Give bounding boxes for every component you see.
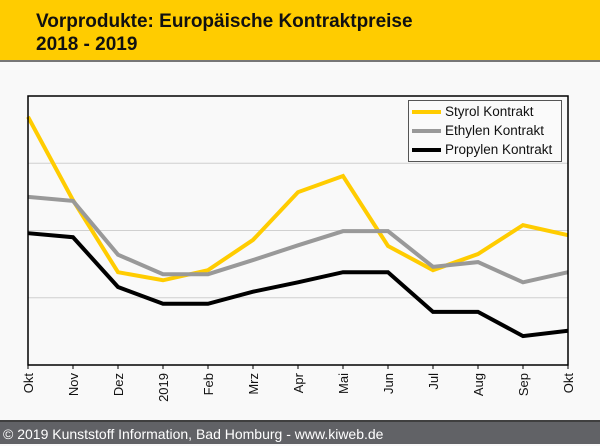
x-tick-label-1: Nov xyxy=(66,373,81,397)
legend-swatch xyxy=(412,110,441,114)
x-tick-label-10: Aug xyxy=(471,373,486,396)
x-tick-label-0: Okt xyxy=(21,373,36,394)
legend-label: Ethylen Kontrakt xyxy=(445,121,544,140)
legend-item-2: Propylen Kontrakt xyxy=(409,140,561,158)
x-tick-label-4: Feb xyxy=(201,373,216,395)
legend-item-0: Styrol Kontrakt xyxy=(409,102,561,120)
x-tick-label-8: Jun xyxy=(381,373,396,394)
footer-copyright: © 2019 Kunststoff Information, Bad Hombu… xyxy=(0,420,600,444)
legend-label: Propylen Kontrakt xyxy=(445,140,552,159)
x-tick-labels: Okt Nov Dez 2019 Feb Mrz Apr Mai Jun Jul Aug Sep Okt xyxy=(21,372,576,402)
x-tick-label-11: Sep xyxy=(516,373,531,396)
x-tick-label-9: Jul xyxy=(426,373,441,390)
legend-item-1: Ethylen Kontrakt xyxy=(409,121,561,139)
legend-label: Styrol Kontrakt xyxy=(445,102,534,121)
series-line-ethylen-kontrakt xyxy=(28,197,568,282)
x-tick-label-7: Mai xyxy=(336,373,351,394)
legend-swatch xyxy=(412,148,441,152)
x-tick-label-12: Okt xyxy=(561,373,576,394)
x-tick-label-6: Apr xyxy=(291,372,306,393)
x-tick-label-2: Dez xyxy=(111,373,126,396)
x-tick-label-5: Mrz xyxy=(246,373,261,395)
x-tick-label-3: 2019 xyxy=(156,373,171,402)
legend-swatch xyxy=(412,129,441,133)
